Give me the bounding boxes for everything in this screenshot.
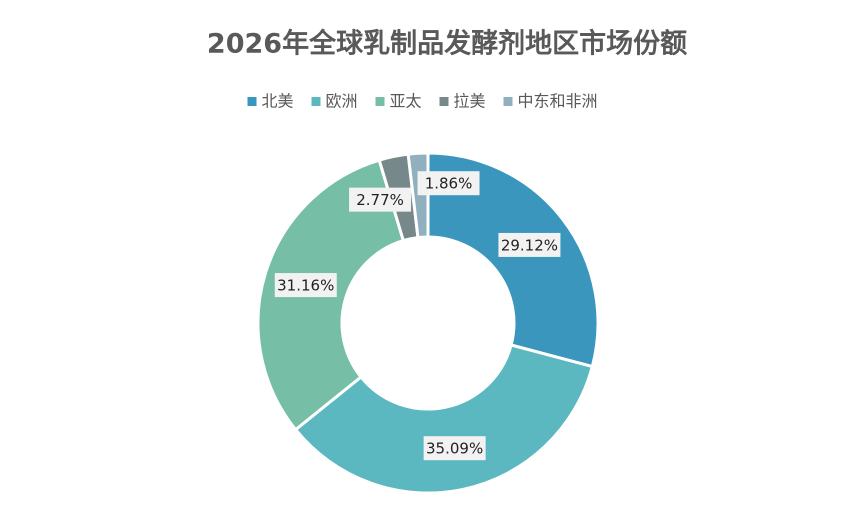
data-label-box [417,171,480,196]
legend-label: 中东和非洲 [518,92,598,111]
plot: 29.12% 35.09% 31.16% 2.77% 1.86% [256,151,600,495]
legend-label: 北美 [262,92,294,111]
legend-swatch [375,97,385,106]
chart-title: 2026年全球乳制品发酵剂地区市场份额 [207,28,687,60]
legend-label: 欧洲 [326,92,358,111]
data-label-box [498,232,561,257]
legend-swatch [247,97,257,106]
data-label-box [423,436,486,461]
data-label: 2.77% [356,191,404,209]
data-label-box [274,273,337,298]
legend-swatch [503,97,513,106]
data-label-box [349,187,412,212]
data-label: 31.16% [277,277,334,295]
legend-label: 亚太 [390,92,422,111]
data-label: 1.86% [425,175,473,193]
legend-swatch [311,97,321,106]
legend-swatch [439,97,449,106]
data-label: 29.12% [501,236,558,254]
donut-slice [426,151,600,369]
legend: 北美 欧洲 亚太 拉美 中东和非洲 [247,92,598,111]
donut-slice [293,343,595,495]
data-label: 35.09% [426,440,483,458]
legend-label: 拉美 [454,92,486,111]
